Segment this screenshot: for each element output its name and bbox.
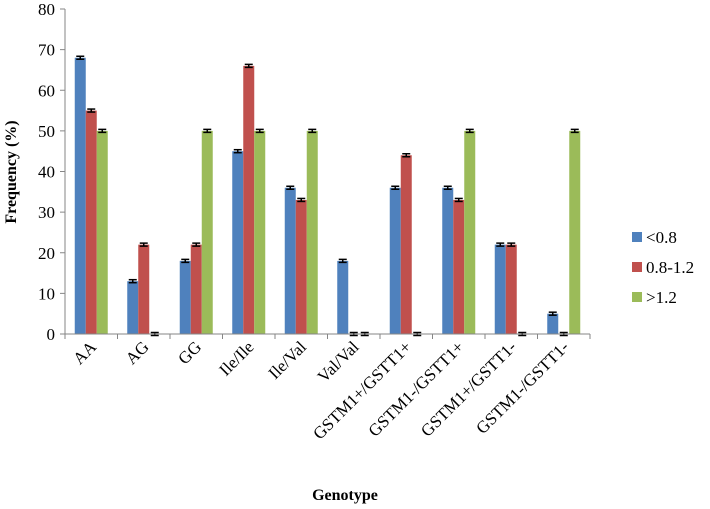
legend-item: <0.8 xyxy=(632,228,677,247)
error-bar xyxy=(181,258,190,264)
bar xyxy=(254,130,266,334)
legend-swatch xyxy=(632,292,642,302)
bar xyxy=(295,199,307,334)
error-bar xyxy=(244,63,253,69)
error-bar xyxy=(507,242,516,247)
bar xyxy=(243,65,255,334)
bar xyxy=(494,244,506,334)
error-bar xyxy=(76,55,85,60)
error-bar xyxy=(496,242,505,247)
error-bar xyxy=(139,242,148,247)
error-bar xyxy=(402,153,411,158)
bar xyxy=(138,244,150,334)
y-tick-label: 50 xyxy=(38,122,55,141)
x-tick-label: Ile/Ile xyxy=(215,337,257,379)
error-bar xyxy=(465,128,474,134)
bar xyxy=(306,130,318,334)
legend-swatch xyxy=(632,262,642,272)
error-bar xyxy=(391,185,400,190)
x-axis-title: Genotype xyxy=(312,487,378,504)
legend-label: <0.8 xyxy=(646,228,677,247)
legend-label: >1.2 xyxy=(646,288,677,307)
error-bar xyxy=(308,128,317,134)
x-tick-label: GSTM1+/GSTT1- xyxy=(417,337,520,440)
error-bar xyxy=(128,278,137,284)
y-tick-label: 40 xyxy=(38,163,55,182)
bar xyxy=(337,260,349,334)
x-tick-label: Ile/Val xyxy=(265,337,311,383)
bar xyxy=(85,110,97,334)
error-bar xyxy=(454,197,463,203)
error-bar xyxy=(233,148,242,154)
bar xyxy=(96,130,108,334)
error-bar xyxy=(192,242,201,247)
y-tick-label: 80 xyxy=(38,0,55,19)
error-bar xyxy=(87,108,96,113)
error-bar xyxy=(255,128,264,134)
legend-item: >1.2 xyxy=(632,288,677,307)
y-tick-label: 20 xyxy=(38,244,55,263)
y-tick-label: 60 xyxy=(38,81,55,100)
bar xyxy=(232,151,244,334)
bar xyxy=(505,244,517,334)
error-bar xyxy=(338,258,347,264)
bars xyxy=(74,55,581,337)
x-axis-ticks: AA AG GG Ile/Ile Ile/Val Val/ValGSTM1+/GSTT1+… xyxy=(64,334,591,443)
error-bar xyxy=(98,128,107,134)
legend-item: 0.8-1.2 xyxy=(632,258,694,277)
bar xyxy=(453,199,465,334)
bar xyxy=(569,130,581,334)
y-tick-label: 0 xyxy=(47,325,56,344)
bar xyxy=(190,244,202,334)
y-tick-label: 70 xyxy=(38,41,55,60)
error-bar xyxy=(570,128,579,134)
bar xyxy=(389,187,401,334)
bar xyxy=(74,57,86,334)
x-tick-label: GSTM1-/GSTT1+ xyxy=(365,337,468,440)
legend: <0.8 0.8-1.2 >1.2 xyxy=(632,228,694,307)
bar xyxy=(464,130,476,334)
x-tick-label: AA xyxy=(69,337,100,368)
y-axis-ticks: 0 10 20 30 40 50 60 70 80 xyxy=(38,0,65,344)
bar xyxy=(201,130,213,334)
x-tick-label: AG xyxy=(122,337,153,368)
x-tick-label: GSTM1-/GSTT1- xyxy=(472,337,572,437)
x-tick-label: GSTM1+/GSTT1+ xyxy=(309,337,415,443)
y-tick-label: 30 xyxy=(38,203,55,222)
error-bar xyxy=(297,197,306,203)
error-bar xyxy=(443,185,452,190)
bar xyxy=(127,281,139,334)
bar xyxy=(400,155,412,334)
legend-swatch xyxy=(632,232,642,242)
legend-label: 0.8-1.2 xyxy=(646,258,694,277)
bar xyxy=(179,260,191,334)
x-tick-label: Val/Val xyxy=(314,337,363,386)
error-bar xyxy=(203,128,212,134)
bar xyxy=(442,187,454,334)
y-tick-label: 10 xyxy=(38,284,55,303)
error-bar xyxy=(286,185,295,190)
error-bar xyxy=(548,311,557,316)
bar xyxy=(284,187,296,334)
x-tick-label: GG xyxy=(174,337,205,368)
y-axis-title: Frequency (%) xyxy=(3,120,20,223)
bar xyxy=(547,313,559,334)
